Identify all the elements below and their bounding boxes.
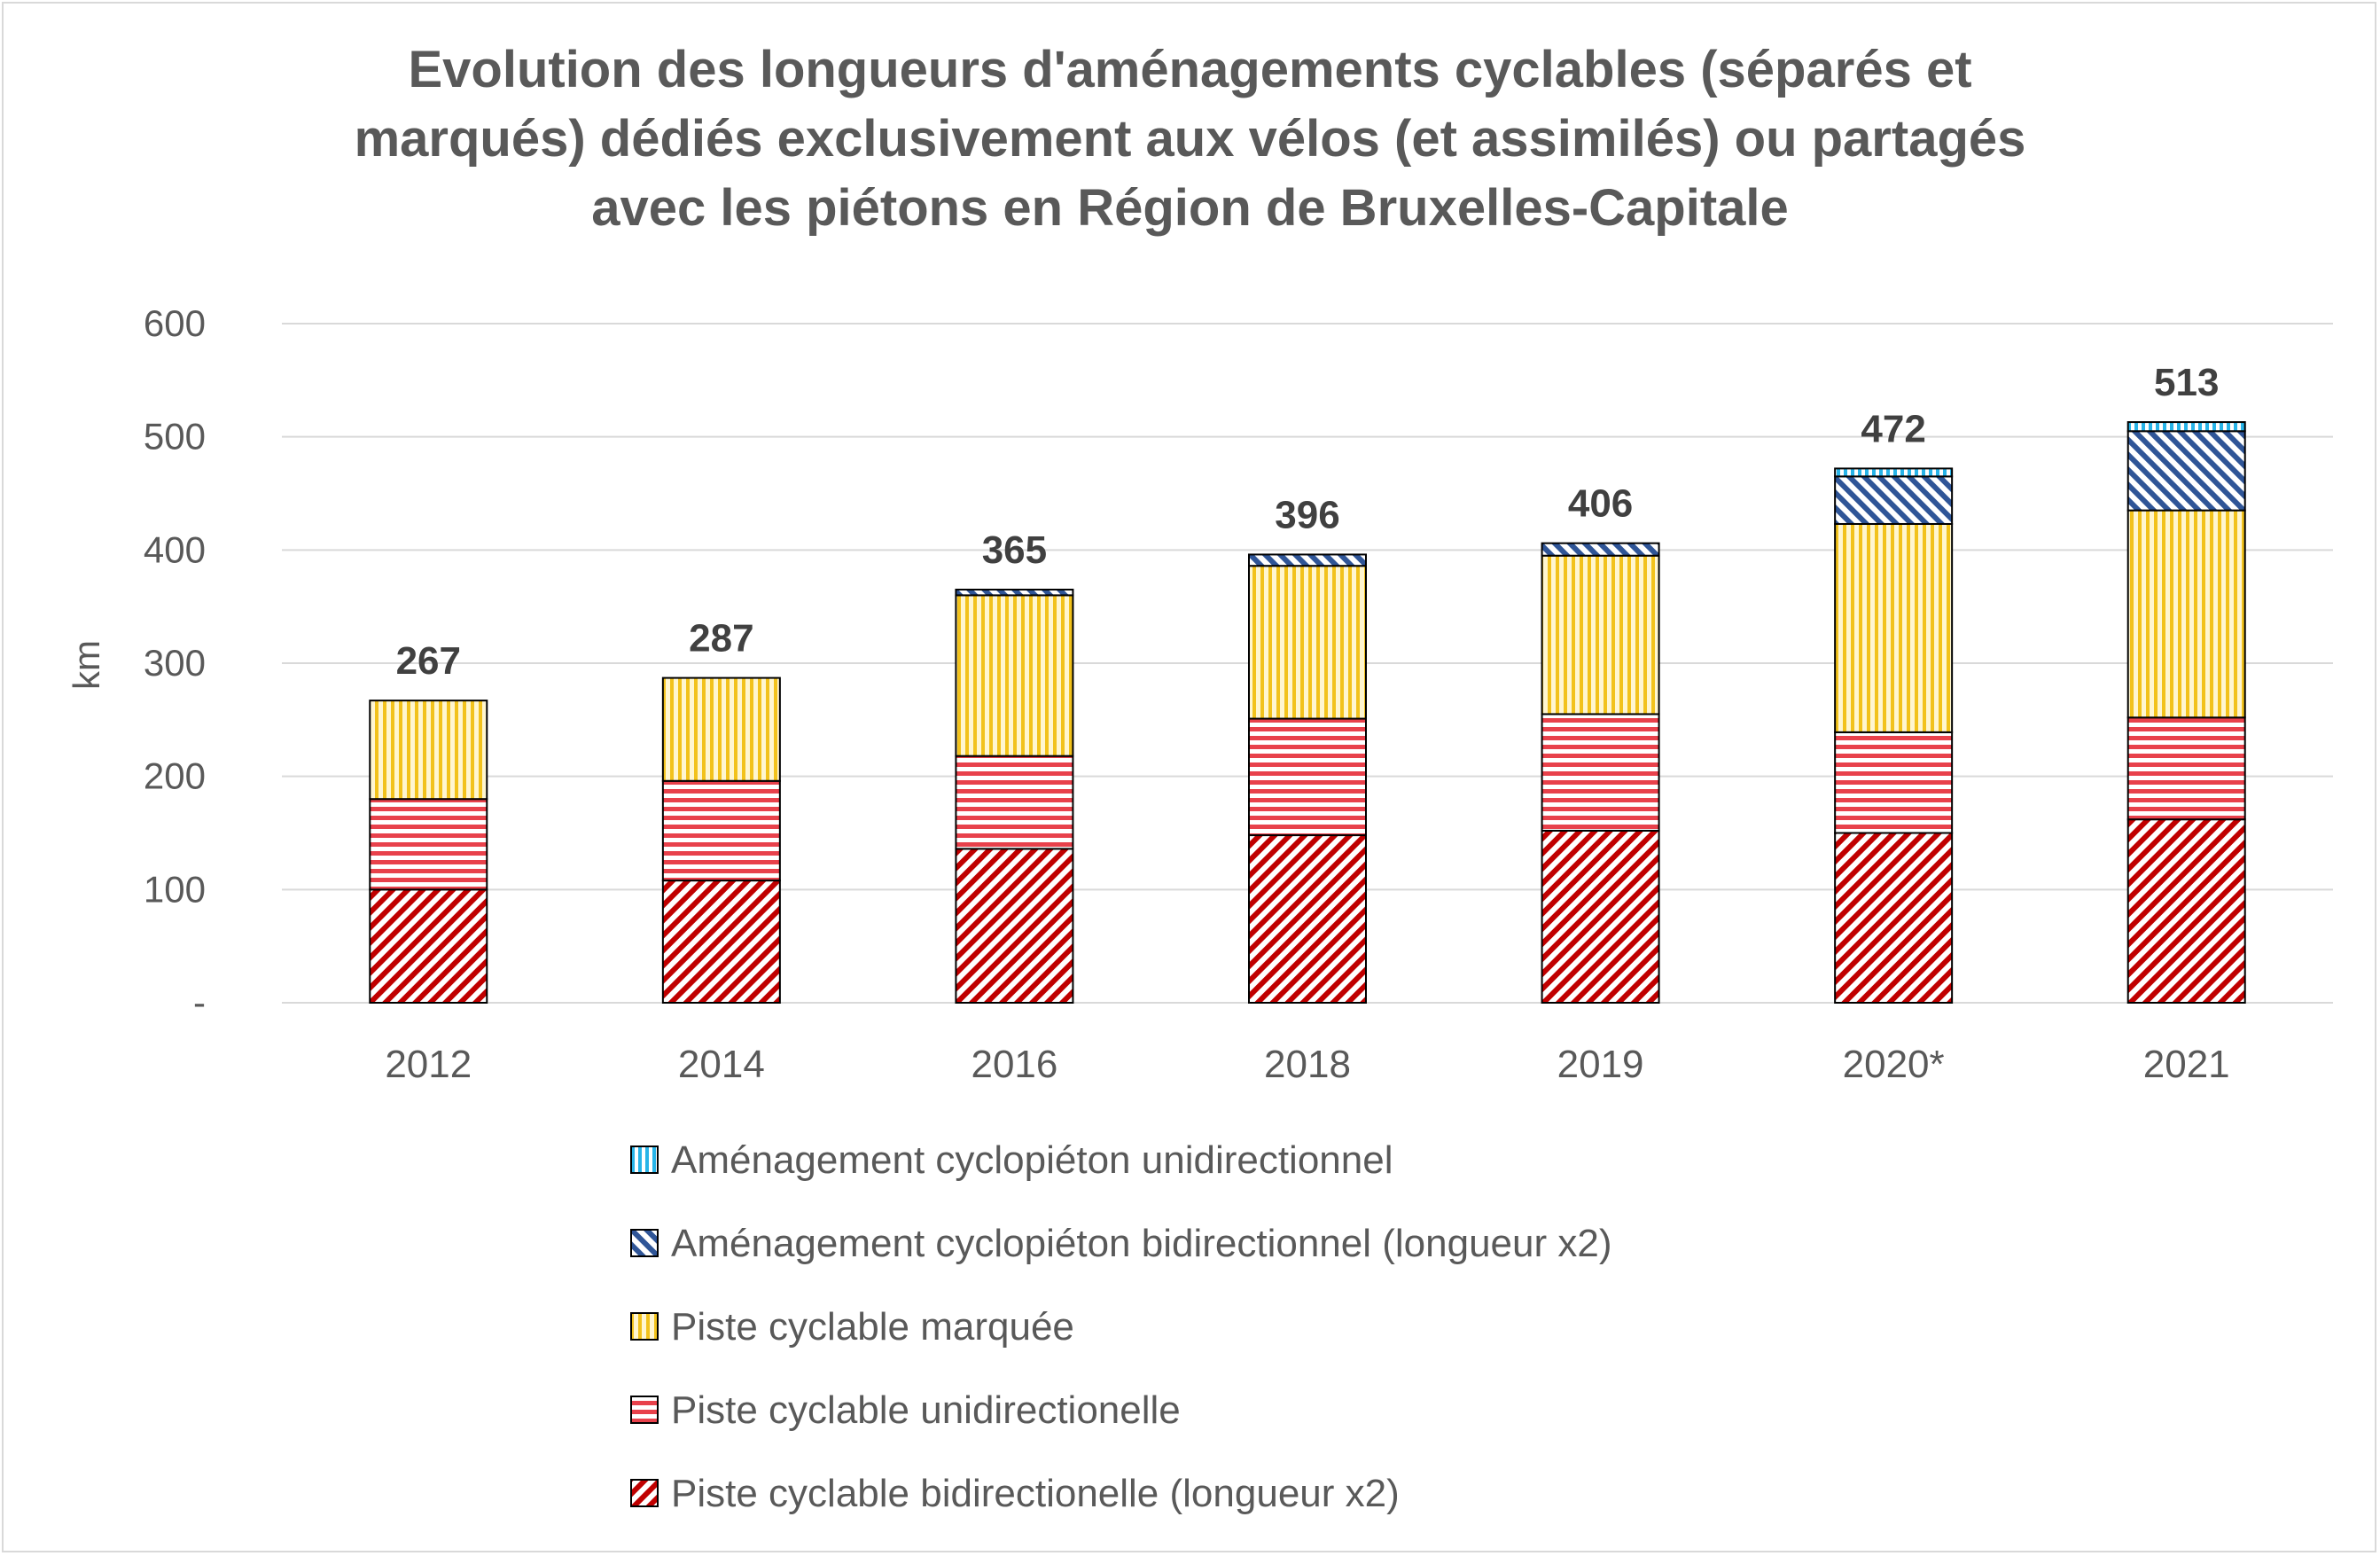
bar-segment [955,848,1074,1005]
legend: Aménagement cyclopiéton unidirectionnel A… [630,1138,1612,1515]
x-axis-ticks: 2012 2014 2016 2018 2019 2020* 2021 [385,1043,2229,1086]
legend-label: Piste cyclable marquée [671,1305,1074,1349]
x-tick-label: 2019 [1557,1043,1644,1086]
x-tick-label: 2020* [1843,1043,1945,1086]
legend-label: Aménagement cyclopiéton bidirectionnel (… [671,1222,1612,1265]
bar-segment [1248,553,1367,567]
x-tick-label: 2014 [678,1043,765,1086]
legend-label: Piste cyclable unidirectionelle [671,1388,1181,1432]
x-tick-label: 2018 [1264,1043,1351,1086]
bar-segment [1834,475,1954,525]
bar-segment [1541,713,1660,832]
y-axis-ticks: - 100 200 300 400 500 600 [144,302,206,1023]
bar-segment [661,779,781,882]
bar-segment [1834,522,1954,733]
bar-segment [1248,565,1367,720]
total-label: 406 [1568,482,1633,526]
total-label: 267 [396,639,461,683]
y-tick-label: 600 [144,302,206,344]
total-label: 287 [689,617,753,661]
x-tick-label: 2012 [385,1043,472,1086]
bar-segment [2126,818,2246,1004]
y-axis-label-group: km [66,640,107,690]
bar-segment [955,594,1074,757]
total-label: 513 [2154,361,2219,404]
total-label: 472 [1861,407,1925,450]
total-label: 365 [982,528,1047,572]
bar-segment [955,589,1074,597]
bar-segment [369,798,488,891]
bars [369,421,2246,1005]
legend-swatch [630,1479,659,1507]
y-tick-label: 200 [144,755,206,797]
bar-segment [1248,834,1367,1005]
bar-segment [1541,554,1660,715]
bar-segment [661,676,781,782]
bar-segment [2126,509,2246,719]
bar-segment [2126,716,2246,821]
bar-segment [1834,467,1954,478]
bar-segment [1541,829,1660,1004]
legend-swatch [630,1229,659,1257]
bar-segment [955,755,1074,850]
bar-segment [1248,717,1367,837]
y-axis-label: km [66,640,107,690]
chart-title: Evolution des longueurs d'aménagements c… [354,41,2026,237]
bar-segment [369,700,488,801]
x-tick-label: 2021 [2143,1043,2230,1086]
bar-segment [2126,421,2246,433]
x-tick-label: 2016 [971,1043,1057,1086]
legend-swatch [630,1396,659,1424]
total-labels: 267 287 365 396 406 472 513 [396,361,2220,683]
y-tick-label: 300 [144,642,206,684]
y-tick-label: 400 [144,528,206,570]
legend-label: Aménagement cyclopiéton unidirectionnel [671,1138,1393,1182]
y-tick-label: 100 [144,868,206,910]
bar-segment [661,880,781,1004]
bar-segment [2126,430,2246,512]
legend-swatch [630,1312,659,1341]
bar-segment [1541,542,1660,557]
bar-segment [369,888,488,1004]
y-tick-label: - [193,981,206,1023]
legend-swatch [630,1145,659,1174]
legend-label: Piste cyclable bidirectionelle (longueur… [671,1472,1400,1515]
bar-segment [1834,731,1954,834]
total-label: 396 [1275,493,1339,536]
y-tick-label: 500 [144,416,206,457]
bar-segment [1834,832,1954,1004]
